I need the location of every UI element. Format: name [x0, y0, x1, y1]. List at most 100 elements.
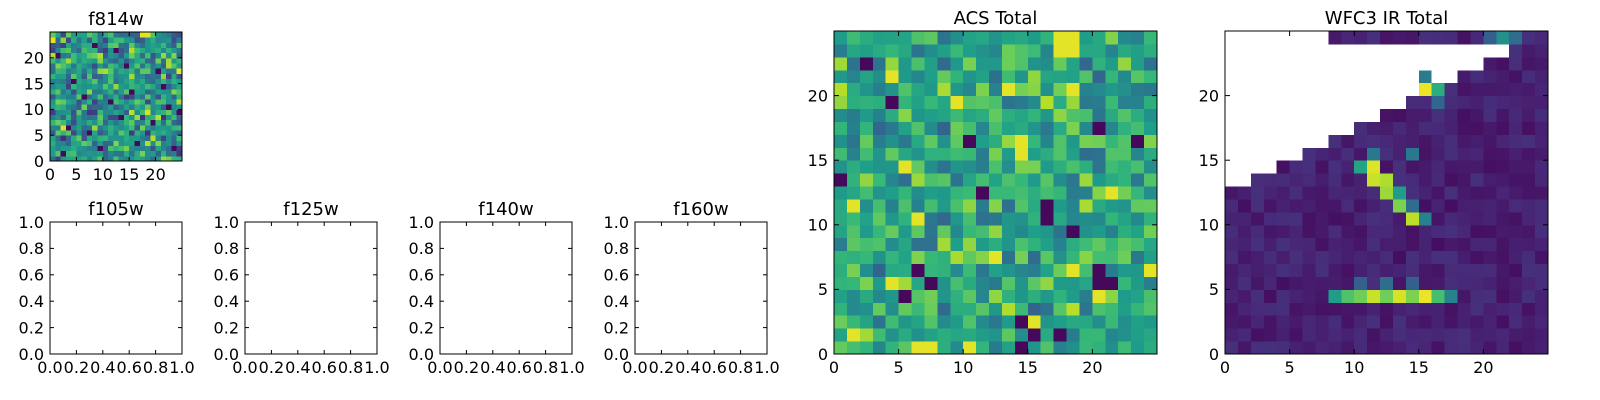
heatmap-cell — [1367, 82, 1381, 97]
heatmap-cell — [155, 62, 162, 69]
heatmap-cell — [911, 31, 925, 45]
heatmap-cell — [1053, 121, 1068, 135]
heatmap-cell — [859, 224, 874, 239]
heatmap-cell — [1483, 43, 1497, 58]
heatmap-cell — [86, 124, 93, 131]
heatmap-cell — [1509, 160, 1523, 174]
heatmap-cell — [86, 119, 93, 126]
heatmap-cell — [1276, 198, 1291, 213]
heatmap-cell — [118, 130, 125, 136]
heatmap-cell — [171, 140, 178, 147]
heatmap-cell — [1237, 224, 1252, 239]
heatmap-cell — [123, 109, 130, 116]
heatmap-cell — [134, 47, 141, 54]
heatmap-cell — [1418, 211, 1433, 226]
heatmap-cell — [97, 62, 104, 69]
heatmap-cell — [108, 114, 114, 121]
x-tick-label: 1.0 — [364, 358, 389, 377]
heatmap-cell — [171, 114, 178, 121]
heatmap-cell — [1522, 315, 1536, 329]
heatmap-cell — [1483, 56, 1497, 71]
heatmap-cell — [118, 124, 125, 131]
heatmap-cell — [834, 198, 848, 213]
heatmap-cell — [155, 114, 162, 121]
heatmap-cell — [60, 47, 67, 54]
heatmap-cell — [1014, 173, 1029, 187]
heatmap-cell — [171, 73, 178, 79]
heatmap-cell — [176, 93, 183, 100]
heatmap-cell — [118, 145, 125, 152]
heatmap-cell — [60, 42, 67, 48]
heatmap-cell — [113, 124, 120, 131]
heatmap-cell — [1392, 224, 1407, 239]
heatmap-cell — [937, 121, 951, 135]
heatmap-cell — [1289, 289, 1304, 303]
heatmap-cell — [134, 130, 141, 136]
heatmap-cell — [1457, 56, 1471, 71]
heatmap-cell — [176, 62, 183, 69]
heatmap-cell — [1289, 121, 1304, 135]
heatmap-cell — [171, 47, 178, 54]
y-tick-label: 0.2 — [409, 318, 434, 337]
heatmap-cell — [1263, 31, 1278, 45]
heatmap-cell — [1131, 160, 1145, 174]
heatmap-cell — [129, 73, 135, 79]
heatmap-cell — [129, 37, 135, 43]
heatmap-cell — [1341, 289, 1355, 303]
heatmap-cell — [1014, 211, 1029, 226]
heatmap-cell — [1457, 134, 1471, 148]
y-tick-label: 1.0 — [604, 213, 629, 232]
heatmap-cell — [118, 37, 125, 43]
heatmap-cell — [846, 276, 861, 290]
heatmap-cell — [924, 341, 938, 355]
heatmap-cell — [1496, 56, 1510, 71]
heatmap-cell — [1276, 95, 1291, 110]
heatmap-cell — [963, 276, 977, 290]
heatmap-cell — [1509, 224, 1523, 239]
heatmap-cell — [1392, 173, 1407, 187]
heatmap-cell — [1392, 108, 1407, 122]
heatmap-cell — [950, 31, 964, 45]
heatmap-cell — [160, 109, 167, 116]
heatmap-cell — [1014, 95, 1029, 110]
heatmap-cell — [1405, 250, 1420, 265]
heatmap-cell — [92, 78, 99, 85]
heatmap-cell — [1276, 108, 1291, 122]
heatmap-cell — [859, 276, 874, 290]
heatmap-cell — [150, 104, 157, 110]
heatmap-cell — [1027, 341, 1042, 355]
heatmap-cell — [1354, 160, 1368, 174]
heatmap-cell — [963, 315, 977, 329]
heatmap-cell — [950, 173, 964, 187]
heatmap-cell — [1380, 160, 1394, 174]
heatmap-cell — [1066, 237, 1080, 252]
heatmap-cell — [55, 99, 62, 105]
heatmap-cell — [1354, 108, 1368, 122]
heatmap-cell — [1328, 108, 1342, 122]
heatmap-cell — [129, 150, 135, 157]
heatmap-cell — [134, 140, 141, 147]
heatmap-cell — [834, 160, 848, 174]
heatmap-cell — [1341, 160, 1355, 174]
y-tick-label: 10 — [808, 216, 828, 235]
heatmap-cell — [113, 99, 120, 105]
heatmap-cell — [134, 83, 141, 90]
heatmap-cell — [166, 78, 172, 85]
axes-frame — [634, 221, 768, 355]
heatmap-cell — [1367, 328, 1381, 342]
heatmap-cell — [50, 99, 56, 105]
heatmap-cell — [1431, 237, 1446, 252]
heatmap-cell — [1418, 315, 1433, 329]
y-tick-label: 1.0 — [409, 213, 434, 232]
y-tick-label: 0.0 — [604, 345, 629, 364]
axes-frame — [833, 30, 1158, 355]
heatmap-cell — [834, 186, 848, 200]
heatmap-cell — [1066, 186, 1080, 200]
heatmap-cell — [1509, 82, 1523, 97]
heatmap-cell — [976, 108, 990, 122]
heatmap-cell — [1144, 43, 1158, 58]
heatmap-cell — [1405, 31, 1420, 45]
heatmap-cell — [102, 119, 109, 126]
heatmap-cell — [1092, 224, 1106, 239]
x-tick-label: 0.2 — [64, 358, 89, 377]
